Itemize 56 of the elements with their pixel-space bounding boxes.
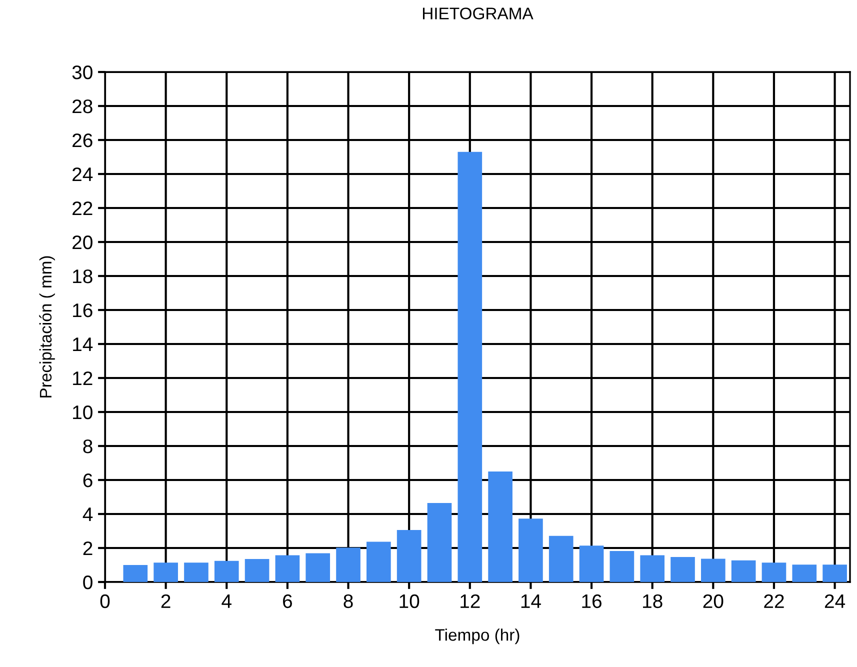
bar: [458, 152, 482, 582]
x-tick-label: 24: [824, 594, 846, 608]
bar: [306, 553, 330, 582]
y-tick-label: 26: [72, 133, 92, 148]
x-tick-label: 14: [521, 594, 541, 608]
x-tick-label: 20: [703, 594, 724, 608]
y-tick-label: 4: [82, 508, 93, 522]
y-tick-label: 20: [72, 235, 92, 250]
x-axis-title: Tiempo (hr): [435, 628, 520, 644]
bar: [244, 559, 270, 582]
y-tick-label: 12: [73, 371, 92, 386]
y-tick-label: 30: [72, 65, 92, 80]
y-tick-label: 0: [83, 575, 92, 590]
bar: [184, 562, 208, 582]
y-tick-label: 28: [72, 99, 92, 114]
y-tick-label: 6: [83, 473, 92, 488]
bar: [214, 560, 239, 582]
y-tick-label: 14: [73, 338, 93, 352]
x-tick-label: 22: [764, 594, 784, 608]
bar: [701, 558, 726, 582]
x-tick-label: 12: [460, 594, 480, 608]
bar: [579, 546, 604, 582]
x-tick-label: 6: [283, 594, 292, 608]
bar: [123, 565, 148, 582]
x-tick-label: 2: [161, 594, 170, 608]
x-tick-label: 10: [400, 594, 420, 608]
y-tick-label: 2: [83, 541, 92, 556]
chart-title: HIETOGRAMA: [422, 8, 534, 20]
bar: [670, 557, 695, 582]
y-tick-label: 24: [72, 167, 93, 182]
y-tick-label: 16: [73, 303, 92, 318]
bar: [488, 472, 512, 582]
x-tick-label: 0: [100, 594, 110, 608]
bar: [275, 555, 300, 582]
bar: [610, 551, 634, 582]
y-tick-label: 10: [73, 405, 92, 420]
x-tick-label: 16: [582, 594, 602, 608]
bar: [731, 560, 756, 582]
bar: [154, 562, 178, 582]
bar: [518, 518, 543, 582]
bar: [427, 502, 452, 582]
bar: [396, 530, 422, 582]
bar: [366, 542, 391, 582]
y-axis-title: Precipitación ( mm): [39, 256, 55, 398]
y-tick-label: 22: [72, 201, 92, 216]
bar: [822, 564, 847, 582]
x-tick-label: 4: [222, 594, 232, 608]
y-tick-label: 8: [83, 439, 92, 454]
x-tick-label: 8: [344, 594, 353, 608]
bar: [336, 548, 360, 582]
bar: [762, 562, 786, 582]
y-tick-label: 18: [73, 269, 92, 284]
bar: [640, 555, 665, 582]
bar: [792, 564, 817, 582]
x-tick-label: 18: [643, 594, 662, 608]
bar: [548, 536, 574, 582]
